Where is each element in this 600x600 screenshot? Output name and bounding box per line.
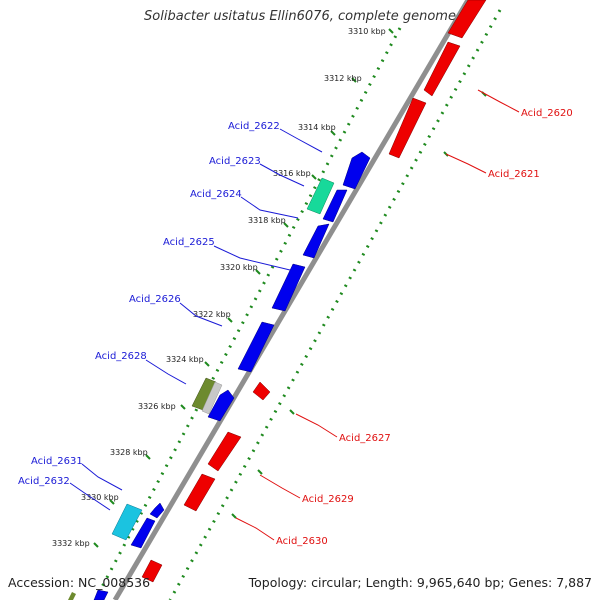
- genome-title: Solibacter usitatus Ellin6076, complete …: [144, 9, 456, 24]
- gene-label-forward[interactable]: Acid_2626: [129, 294, 181, 305]
- cds-reverse-4: [252, 381, 271, 401]
- gene-label-forward[interactable]: Acid_2622: [228, 121, 280, 132]
- kbp-label: 3310 kbp: [348, 27, 386, 36]
- cds-forward-4: [271, 263, 306, 312]
- gene-label-forward[interactable]: Acid_2632: [18, 476, 70, 487]
- cds-forward-9: [93, 589, 109, 600]
- kbp-label: 3318 kbp: [248, 216, 286, 225]
- cds-forward-7: [149, 502, 165, 519]
- cds-reverse-5: [207, 431, 242, 472]
- cds-forward-1: [342, 151, 371, 190]
- rna-feature-grey: [201, 381, 223, 415]
- cds-forward-2: [322, 189, 348, 223]
- gene-label-forward[interactable]: Acid_2624: [190, 189, 242, 200]
- genome-backbone: [112, 0, 471, 600]
- cds-reverse-1: [447, 0, 487, 39]
- kbp-label: 3328 kbp: [110, 448, 148, 457]
- gene-label-forward[interactable]: Acid_2628: [95, 351, 147, 362]
- kbp-label: 3314 kbp: [298, 123, 336, 132]
- cds-forward-8: [130, 517, 156, 549]
- cds-reverse-7: [141, 559, 163, 583]
- gc-track-outer: [168, 9, 502, 600]
- gene-label-reverse[interactable]: Acid_2621: [488, 169, 540, 180]
- gene-label-reverse[interactable]: Acid_2627: [339, 433, 391, 444]
- topology-text: Topology: circular; Length: 9,965,640 bp…: [248, 575, 592, 590]
- gene-label-reverse[interactable]: Acid_2629: [302, 494, 354, 505]
- gc-track-inner: [93, 27, 402, 600]
- gene-label-forward[interactable]: Acid_2623: [209, 156, 261, 167]
- kbp-label: 3316 kbp: [273, 169, 311, 178]
- kbp-label: 3330 kbp: [81, 493, 119, 502]
- gene-label-reverse[interactable]: Acid_2620: [521, 108, 573, 119]
- forward-label-leaders: [69, 128, 323, 511]
- rna-feature-olive-bottom: [68, 592, 76, 600]
- kbp-label: 3320 kbp: [220, 263, 258, 272]
- rna-feature-teal: [306, 177, 335, 215]
- cds-reverse-3: [388, 97, 427, 159]
- gene-label-forward[interactable]: Acid_2631: [31, 456, 83, 467]
- cds-reverse-2: [423, 41, 461, 97]
- kbp-tick-marks: [93, 28, 487, 548]
- kbp-label: 3326 kbp: [138, 402, 176, 411]
- kbp-label: 3312 kbp: [324, 74, 362, 83]
- gene-label-forward[interactable]: Acid_2625: [163, 237, 215, 248]
- reverse-label-leaders: [235, 89, 520, 541]
- accession-text: Accession: NC_008536: [8, 575, 151, 590]
- cds-forward-3: [302, 223, 330, 259]
- kbp-label: 3324 kbp: [166, 355, 204, 364]
- cds-reverse-6: [183, 473, 216, 512]
- gene-label-reverse[interactable]: Acid_2630: [276, 536, 328, 547]
- rna-feature-cyan: [111, 503, 143, 541]
- kbp-label: 3322 kbp: [193, 310, 231, 319]
- cds-forward-6: [207, 389, 235, 422]
- kbp-label: 3332 kbp: [52, 539, 90, 548]
- cds-forward-5: [237, 321, 275, 373]
